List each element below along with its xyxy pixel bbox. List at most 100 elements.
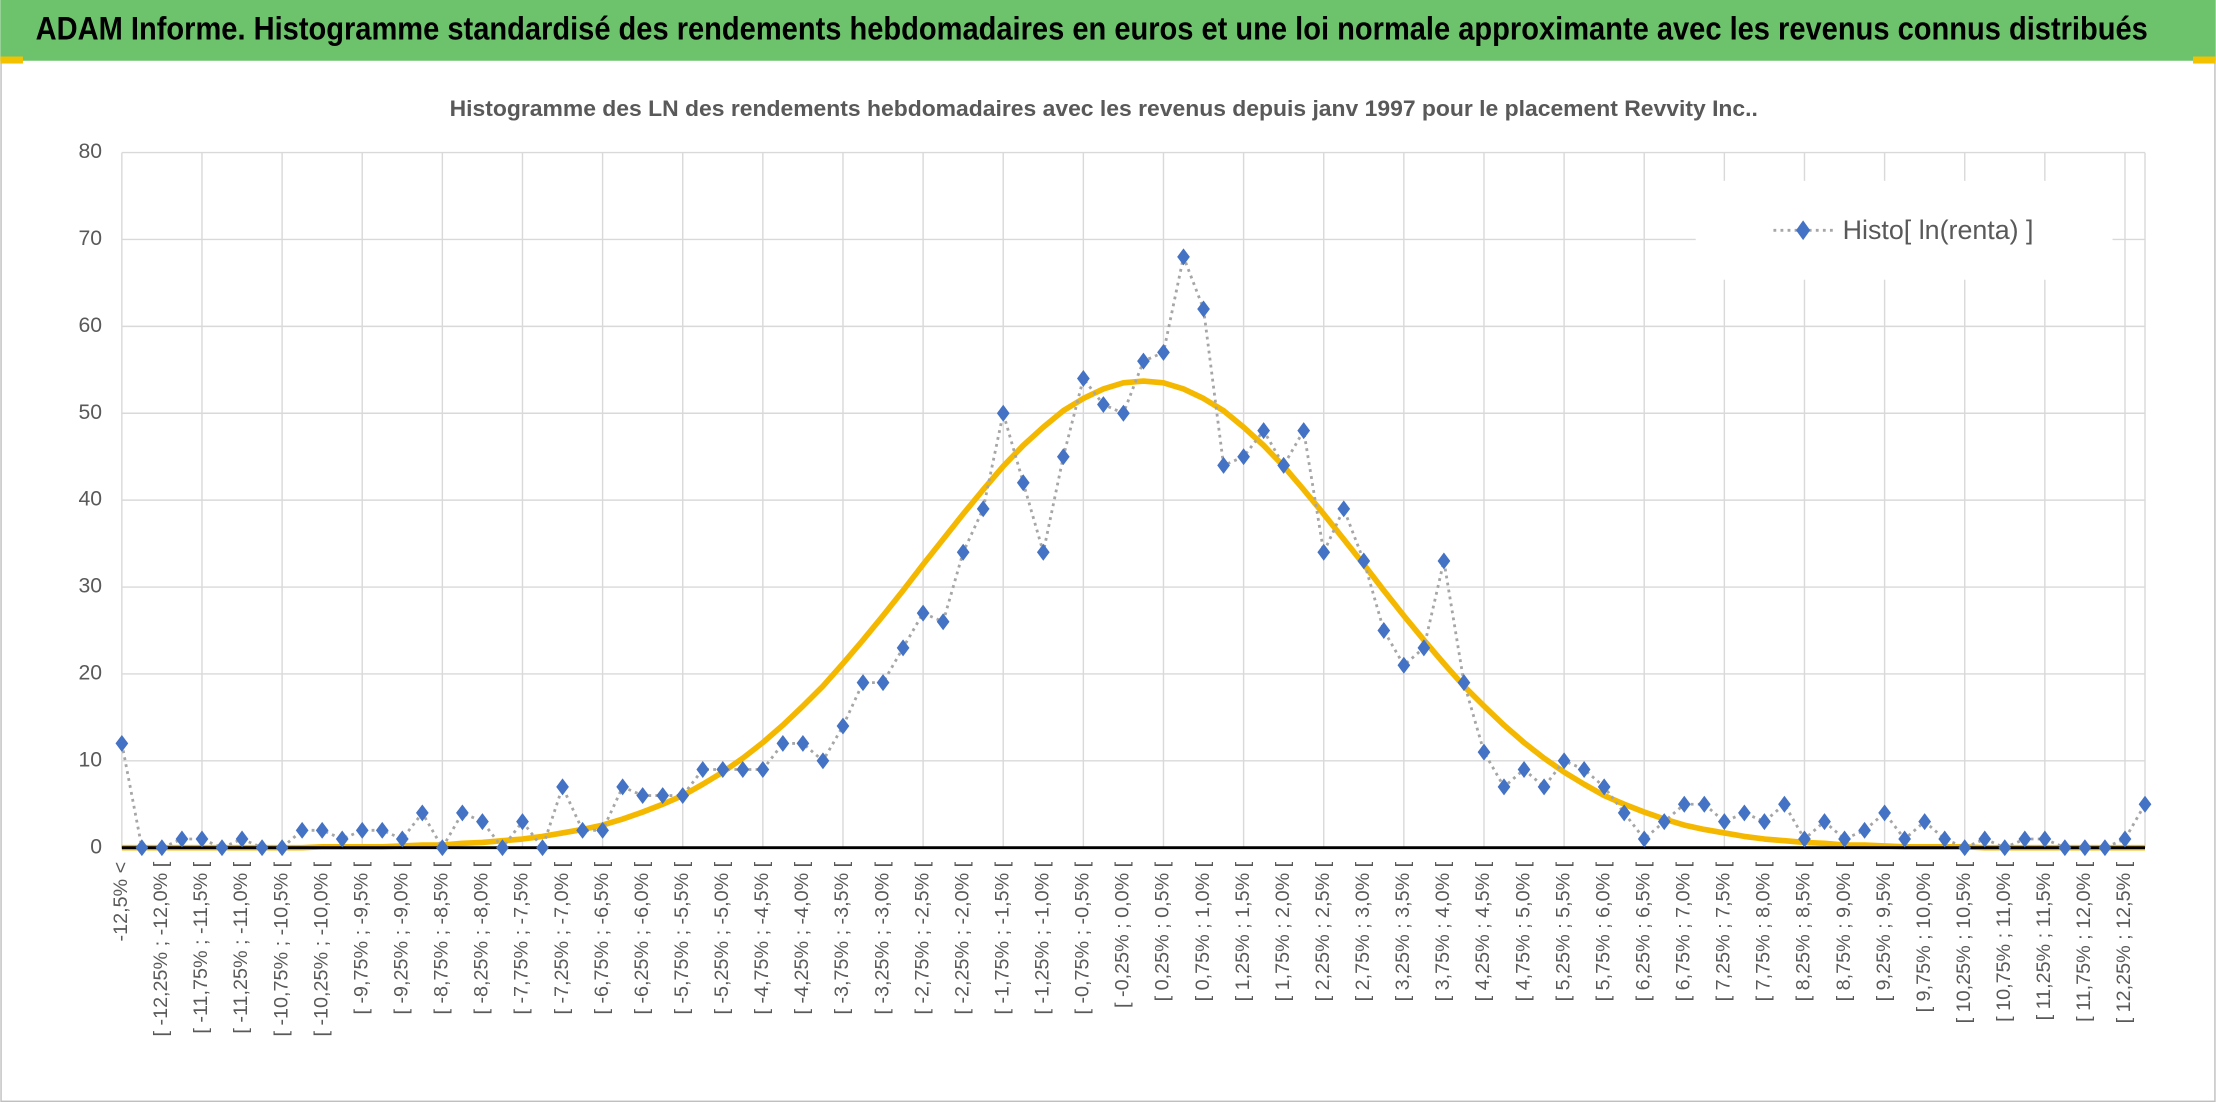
- x-tick-label: [ 5,75% ; 6,0% [: [1592, 861, 1614, 1001]
- x-tick-label: [ -0,25% ; 0,0% [: [1112, 861, 1134, 1008]
- histo-point: [1918, 813, 1932, 831]
- x-tick-label: [ 11,25% ; 11,5% [: [2033, 861, 2055, 1020]
- y-tick-label: 30: [78, 575, 102, 598]
- histo-point: [1337, 500, 1351, 518]
- histo-point: [1858, 821, 1871, 839]
- histo-point: [2138, 795, 2152, 813]
- histo-point: [2118, 830, 2132, 848]
- y-tick-label: 70: [78, 227, 102, 250]
- histo-point: [1157, 343, 1170, 361]
- histo-point: [676, 787, 690, 805]
- x-tick-label: -12,5% <: [110, 862, 132, 942]
- histo-point: [1657, 813, 1671, 831]
- x-tick-label: [ -12,25% ; -12,0% [: [150, 861, 172, 1036]
- histo-point: [716, 761, 730, 778]
- histo-point: [2078, 839, 2092, 857]
- x-tick-label: [ -10,25% ; -10,0% [: [310, 861, 332, 1036]
- chart-title: Histogramme des LN des rendements hebdom…: [450, 96, 1758, 121]
- x-tick-label: [ -8,75% ; -8,5% [: [431, 861, 453, 1014]
- histo-point: [1277, 456, 1291, 474]
- histo-point: [1878, 804, 1891, 822]
- histo-point: [195, 830, 209, 848]
- histo-point: [936, 613, 950, 631]
- x-tick-label: [ 7,25% ; 7,5% [: [1713, 861, 1735, 1001]
- x-tick-label: [ 3,75% ; 4,0% [: [1432, 861, 1454, 1001]
- histo-point: [155, 839, 169, 857]
- histo-point: [736, 761, 750, 778]
- histo-point: [1137, 352, 1150, 370]
- x-tick-label: [ -11,75% ; -11,5% [: [190, 861, 212, 1033]
- histo-point: [2058, 839, 2072, 857]
- histo-point: [175, 830, 189, 848]
- histo-point: [696, 761, 710, 778]
- x-tick-label: [ 3,25% ; 3,5% [: [1392, 861, 1414, 1001]
- x-tick-label: [ -3,25% ; -3,0% [: [871, 861, 893, 1014]
- x-tick-label: [ 8,75% ; 9,0% [: [1833, 861, 1855, 1001]
- x-tick-label: [ -5,75% ; -5,5% [: [671, 861, 693, 1014]
- histo-point: [2038, 830, 2052, 848]
- histo-point: [1497, 778, 1511, 796]
- histo-point: [1517, 761, 1531, 778]
- y-tick-label: 80: [78, 140, 102, 163]
- histo-point: [415, 804, 429, 822]
- histo-point: [1958, 839, 1972, 857]
- histo-point: [435, 839, 449, 857]
- histo-point: [1577, 761, 1591, 778]
- histo-point: [476, 813, 489, 831]
- y-tick-label: 0: [90, 835, 102, 858]
- histo-point: [896, 639, 910, 657]
- histo-point: [1818, 813, 1831, 831]
- histo-point: [856, 674, 870, 692]
- histo-point: [1898, 830, 1911, 848]
- histo-point: [876, 674, 890, 692]
- histo-point: [956, 543, 970, 561]
- histo-point: [636, 787, 650, 805]
- y-tick-label: 60: [78, 314, 102, 337]
- header-title: ADAM Informe. Histogramme standardisé de…: [36, 11, 2148, 47]
- histo-point: [1217, 456, 1230, 474]
- x-tick-label: [ 4,25% ; 4,5% [: [1472, 861, 1494, 1001]
- x-tick-label: [ -6,25% ; -6,0% [: [631, 861, 653, 1014]
- histo-point: [816, 752, 830, 770]
- y-tick-label: 10: [78, 748, 102, 771]
- x-tick-label: [ -7,75% ; -7,5% [: [511, 861, 533, 1014]
- x-tick-label: [ 6,25% ; 6,5% [: [1632, 861, 1654, 1001]
- histo-point: [1738, 804, 1751, 822]
- x-tick-label: [ -6,75% ; -6,5% [: [591, 861, 613, 1014]
- histo-point: [215, 839, 229, 857]
- x-tick-label: [ -4,25% ; -4,0% [: [791, 861, 813, 1014]
- histo-point: [496, 839, 509, 857]
- histo-point: [776, 734, 790, 752]
- x-tick-label: [ 4,75% ; 5,0% [: [1512, 861, 1534, 1001]
- histo-point: [375, 821, 389, 839]
- histo-point: [1998, 839, 2012, 857]
- x-tick-label: [ -11,25% ; -11,0% [: [230, 861, 252, 1033]
- x-tick-label: [ 2,25% ; 2,5% [: [1312, 861, 1334, 1001]
- histo-point: [1717, 813, 1731, 831]
- histo-point: [2018, 830, 2032, 848]
- histo-point: [1978, 830, 1992, 848]
- x-tick-label: [ 0,75% ; 1,0% [: [1192, 861, 1214, 1001]
- histo-point: [836, 717, 850, 735]
- x-tick-label: [ -7,25% ; -7,0% [: [551, 861, 573, 1014]
- histo-point: [1537, 778, 1551, 796]
- histo-point: [315, 821, 329, 839]
- x-tick-label: [ 10,75% ; 11,0% [: [1993, 861, 2015, 1022]
- corner: [2193, 56, 2216, 64]
- x-tick-label: [ 11,75% ; 12,0% [: [2073, 861, 2095, 1022]
- histo-point: [976, 500, 990, 518]
- legend-box: [1695, 180, 2113, 280]
- legend-label: Histo[ ln(renta) ]: [1843, 215, 2034, 245]
- histo-point: [1197, 300, 1210, 318]
- histo-point: [1697, 795, 1711, 813]
- y-tick-label: 50: [78, 401, 102, 424]
- histo-point: [1056, 448, 1070, 466]
- header-bar: [0, 0, 2216, 61]
- histo-point: [1076, 370, 1090, 387]
- x-tick-label: [ -9,75% ; -9,5% [: [350, 861, 372, 1014]
- histo-point: [1317, 543, 1331, 561]
- histo-point: [596, 821, 609, 839]
- x-tick-label: [ -1,25% ; -1,0% [: [1032, 861, 1054, 1014]
